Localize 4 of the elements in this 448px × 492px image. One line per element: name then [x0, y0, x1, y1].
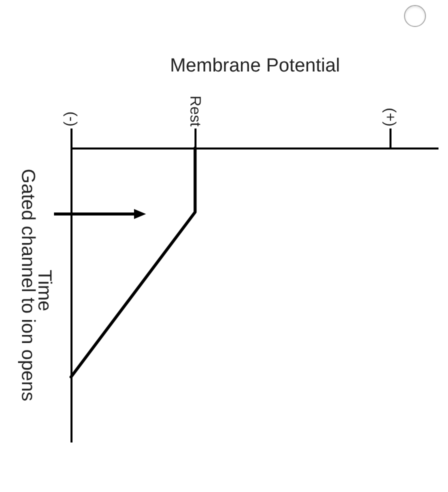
x-tick-label: Rest	[186, 96, 204, 128]
x-tick-label: (+)	[382, 108, 399, 127]
x-axis-title: Membrane Potential	[170, 56, 340, 76]
x-tick-label: (-)	[62, 112, 80, 126]
